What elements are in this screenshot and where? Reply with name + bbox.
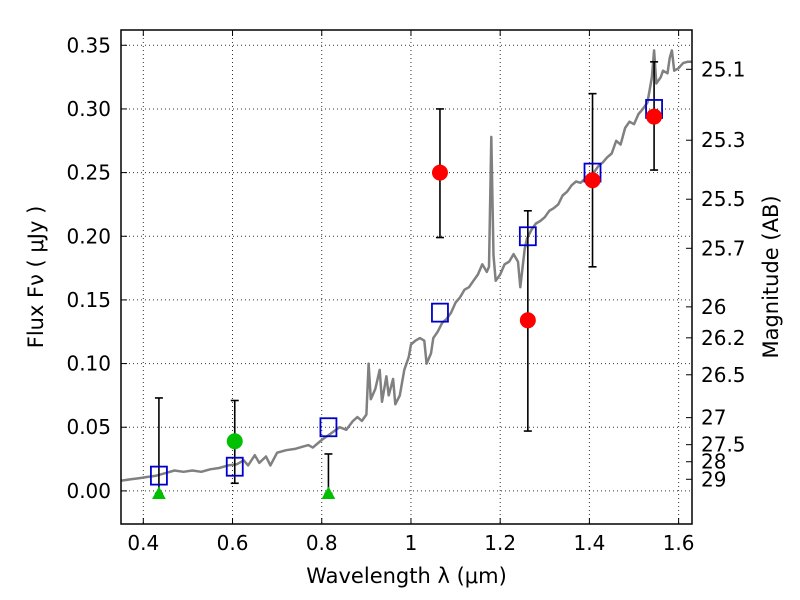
- model-square-marker: [150, 465, 168, 486]
- x-tick-label: 0.4: [127, 531, 159, 555]
- x-tick-label: 1: [405, 531, 418, 555]
- x-tick-label: 1.2: [484, 531, 516, 555]
- detection-marker: [431, 164, 448, 181]
- right-tick-label: 25.7: [701, 236, 746, 260]
- detection-marker: [584, 172, 601, 189]
- upper-limit-marker: [152, 486, 166, 499]
- model-square-marker: [319, 417, 338, 438]
- right-tick-label: 26: [701, 295, 726, 319]
- y-tick-label: 0.15: [66, 288, 111, 312]
- y-axis-label-right: Magnitude (AB): [759, 195, 783, 358]
- plot-frame: [120, 29, 693, 525]
- right-tick-label: 26.2: [701, 326, 746, 350]
- data-markers: [150, 99, 663, 499]
- model-square-marker: [225, 456, 244, 477]
- x-tick-label: 0.8: [306, 531, 338, 555]
- right-tick-label: 27: [701, 406, 726, 430]
- y-tick-label: 0.10: [66, 352, 111, 376]
- right-tick-label: 29: [701, 467, 726, 491]
- x-tick-label: 1.6: [663, 531, 695, 555]
- y-tick-label: 0.20: [66, 224, 111, 248]
- right-tick-label: 25.5: [701, 187, 746, 211]
- right-tick-label: 26.5: [701, 363, 746, 387]
- right-tick-label: 27.5: [701, 433, 746, 457]
- y-tick-label: 0.25: [66, 161, 111, 185]
- right-tick-label: 28: [701, 450, 726, 474]
- tick-labels: 0.4 0.6 0.8 1 1.2 1.4 1.6 0.00 0.05 0.10 0.15 0.20 0…: [66, 33, 745, 555]
- y-tick-label: 0.00: [66, 479, 111, 503]
- y-tick-label: 0.05: [66, 415, 111, 439]
- model-square-marker: [518, 226, 537, 247]
- detection-marker: [519, 312, 536, 329]
- right-tick-label: 25.1: [701, 57, 746, 81]
- y-tick-label: 0.30: [66, 97, 111, 121]
- spectrum-line: [120, 49, 692, 482]
- model-square-marker: [431, 302, 449, 323]
- detection-marker: [646, 108, 663, 125]
- y-axis-label-left: Flux Fν ( μJy ): [24, 206, 48, 349]
- detection-marker: [226, 433, 243, 450]
- upper-limit-marker: [321, 486, 336, 499]
- spectrum-series: [120, 49, 692, 482]
- right-tick-label: 25.3: [701, 128, 746, 152]
- x-tick-label: 0.6: [217, 531, 249, 555]
- x-tick-label: 1.4: [573, 531, 605, 555]
- axis-ticks: [121, 30, 692, 524]
- x-axis-label: Wavelength λ (μm): [306, 564, 507, 588]
- y-tick-label: 0.35: [66, 33, 111, 57]
